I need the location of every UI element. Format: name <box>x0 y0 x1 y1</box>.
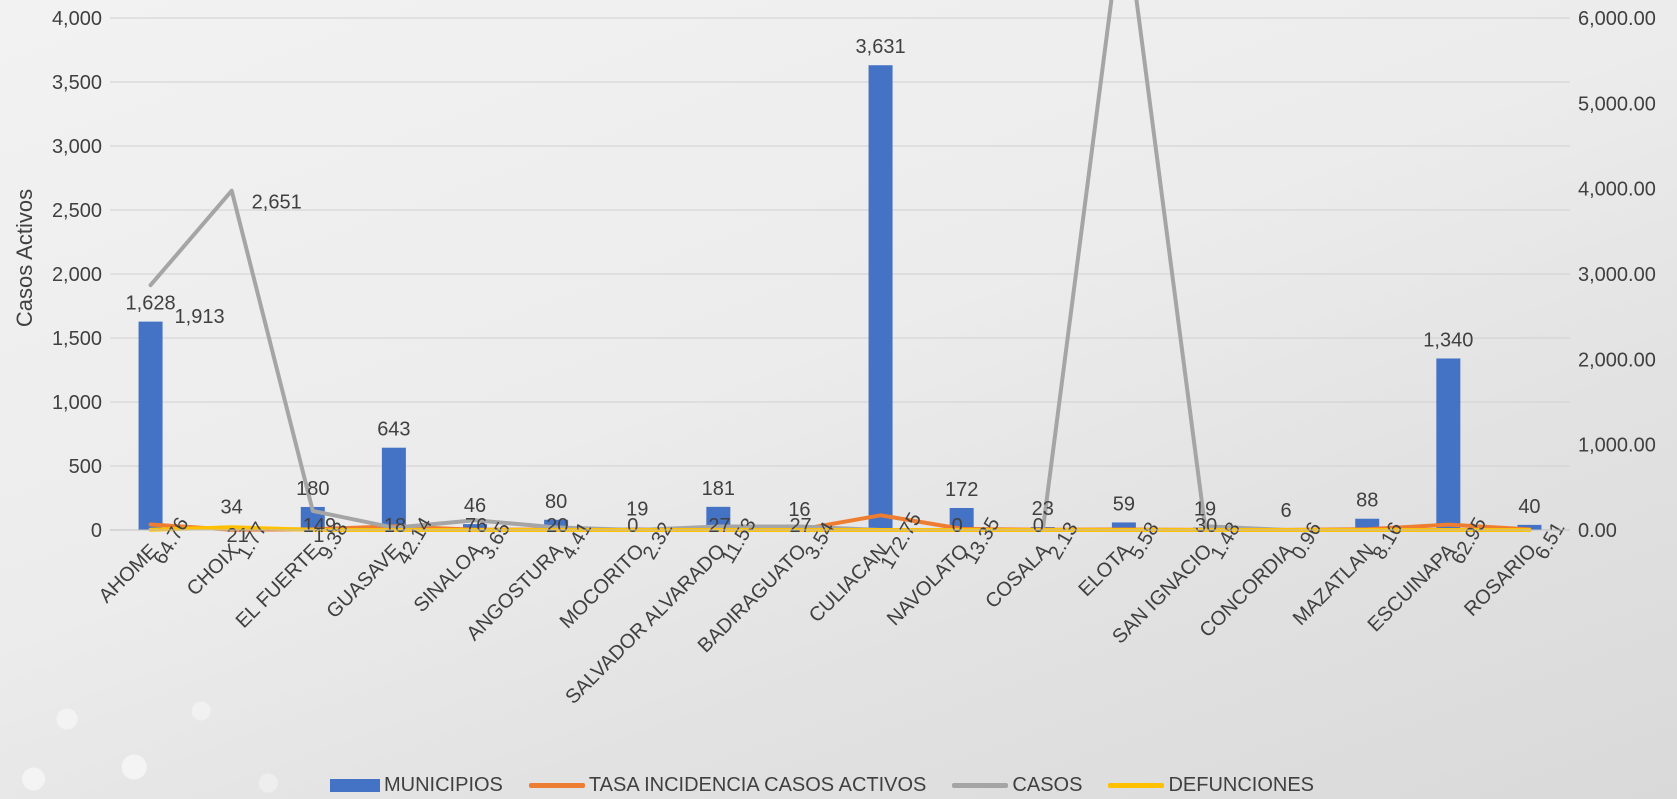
y-tick-label: 4,000 <box>52 8 102 30</box>
line-data-label: 1,913 <box>175 306 225 328</box>
line-data-label: 0 <box>627 515 638 537</box>
line-data-label: 76 <box>465 515 487 537</box>
y-tick-label: 500 <box>69 456 102 478</box>
bar <box>949 507 974 530</box>
legend-item-tasa[interactable]: TASA INCIDENCIA CASOS ACTIVOS <box>528 773 927 797</box>
legend-label-defunciones: DEFUNCIONES <box>1168 773 1315 796</box>
line-series <box>148 0 1532 532</box>
legend-swatch-casos <box>952 782 1009 788</box>
bar-data-label: 6 <box>1281 500 1292 522</box>
y-axis-left: 0 500 1,000 1,500 2,000 2,500 3,000 3,500 4,000 <box>52 8 102 542</box>
legend-item-casos[interactable]: CASOS <box>952 774 1082 797</box>
legend-swatch-defunciones <box>1108 782 1165 788</box>
bar-data-label: 1,340 <box>1423 329 1473 351</box>
x-tick-label: COSALA <box>981 540 1054 613</box>
bar-data-label: 46 <box>464 495 486 517</box>
bar <box>463 524 487 530</box>
line-data-label: 149 <box>303 515 336 537</box>
bar <box>1355 518 1380 530</box>
y2-tick-label: 1,000.00 <box>1578 435 1656 457</box>
legend-item-defunciones[interactable]: DEFUNCIONES <box>1108 774 1314 797</box>
bar-data-label: 181 <box>702 478 735 500</box>
line-data-label: 0 <box>1033 515 1044 537</box>
bar-data-label: 3,631 <box>856 36 906 58</box>
x-tick-label: ELOTA <box>1075 540 1136 601</box>
bar-data-label: 643 <box>377 419 410 441</box>
bar <box>1436 358 1461 530</box>
legend-item-municipios[interactable]: MUNICIPIOS <box>330 774 503 797</box>
y2-tick-label: 2,000.00 <box>1578 349 1656 371</box>
legend-label-municipios: MUNICIPIOS <box>384 773 503 796</box>
line-data-label: 30 <box>1195 515 1217 537</box>
bar-data-label: 23 <box>1032 498 1054 520</box>
legend-label-tasa: TASA INCIDENCIA CASOS ACTIVOS <box>588 773 927 796</box>
bar <box>1111 522 1136 530</box>
line-data-label: 1 <box>313 525 324 547</box>
bar-data-label: 40 <box>1518 496 1540 518</box>
bar-data-label: 80 <box>545 491 567 513</box>
x-tick-label: AHOME <box>95 540 162 607</box>
bar <box>544 519 569 530</box>
y2-tick-label: 0.00 <box>1578 520 1617 542</box>
legend-swatch-municipios <box>330 778 380 792</box>
bar <box>138 321 163 530</box>
line-data-label: 27 <box>708 515 730 537</box>
y-tick-label: 3,500 <box>52 72 102 94</box>
bar-data-label: 1,628 <box>126 293 176 315</box>
line-data-label: 18 <box>384 515 406 537</box>
gridlines <box>110 17 1570 531</box>
legend-label-casos: CASOS <box>1012 773 1083 796</box>
line-data-label: 20 <box>546 515 568 537</box>
x-tick-label: CHOIX <box>183 540 243 600</box>
y-tick-label: 0 <box>91 520 102 542</box>
bar-data-label: 16 <box>788 499 810 521</box>
bar-data-label: 88 <box>1356 490 1378 512</box>
y-tick-label: 1,500 <box>52 328 102 350</box>
line-casos <box>148 0 1532 532</box>
bar <box>381 447 406 530</box>
y2-tick-label: 4,000.00 <box>1578 179 1656 201</box>
y-tick-label: 2,500 <box>52 200 102 222</box>
y-tick-label: 1,000 <box>52 392 102 414</box>
bar-data-label: 19 <box>626 499 648 521</box>
y2-tick-label: 6,000.00 <box>1578 8 1656 30</box>
y-tick-label: 2,000 <box>52 264 102 286</box>
bar-data-label: 34 <box>221 497 243 519</box>
y2-tick-label: 3,000.00 <box>1578 264 1656 286</box>
legend-swatch-tasa <box>528 782 585 788</box>
line-data-label: 0 <box>952 515 963 537</box>
y-axis-right: 0.00 1,000.00 2,000.00 3,000.00 4,000.00 5,00… <box>1578 8 1656 542</box>
bar-data-label: 172 <box>945 479 978 501</box>
y-tick-label: 3,000 <box>52 136 102 158</box>
x-tick-label: SALVADOR ALVARADO <box>561 540 730 709</box>
bar <box>868 65 893 531</box>
y-axis-title: Casos Activos <box>12 189 37 327</box>
line-data-label: 27 <box>789 515 811 537</box>
bar-data-label: 180 <box>296 478 329 500</box>
bar-series-municipios <box>138 65 1542 531</box>
bar-data-label: 19 <box>1194 499 1216 521</box>
y2-tick-label: 5,000.00 <box>1578 93 1656 115</box>
bar <box>706 506 731 530</box>
bar-data-label: 59 <box>1113 493 1135 515</box>
line-data-label: 2,651 <box>252 192 302 214</box>
legend: MUNICIPIOS TASA INCIDENCIA CASOS ACTIVOS… <box>330 772 1340 798</box>
